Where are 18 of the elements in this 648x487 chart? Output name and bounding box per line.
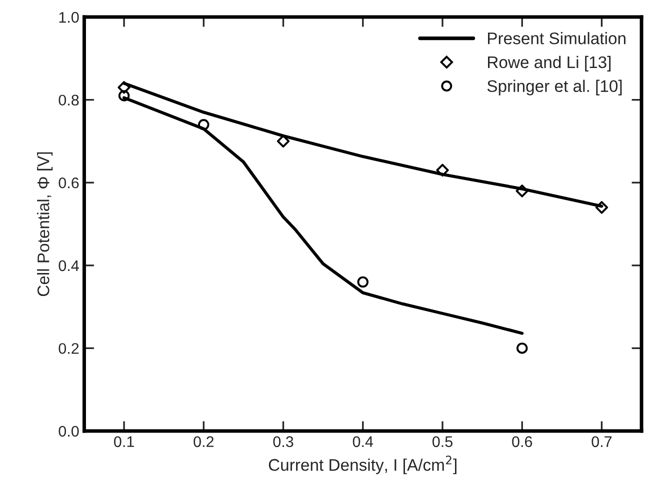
y-tick-label: 0.2	[58, 343, 79, 354]
x-tick-label: 0.5	[432, 436, 452, 448]
legend-label: Springer et al. [10]	[487, 80, 622, 96]
legend-label: Present Simulation	[488, 32, 626, 44]
x-tick-label: 0.1	[114, 436, 134, 448]
y-axis-title: Cell Potential, Φ [V]	[37, 152, 53, 296]
x-axis-title: Current Density, I [A/cm$^{2}$]	[268, 456, 456, 474]
x-tick-label: 0.7	[592, 436, 612, 448]
x-tick-label: 0.2	[194, 436, 214, 448]
y-tick-label: 0.4	[58, 260, 79, 272]
y-tick-label: 1.0	[59, 12, 79, 23]
y-tick-label: 0.8	[58, 94, 79, 106]
x-tick-label: 0.6	[512, 436, 532, 448]
y-tick-label: 0.0	[58, 426, 79, 437]
x-tick-label: 0.4	[352, 436, 374, 448]
x-tick-label: 0.3	[273, 436, 294, 448]
y-tick-label: 0.6	[58, 177, 79, 188]
legend-label: Rowe and Li [13]	[488, 56, 611, 72]
